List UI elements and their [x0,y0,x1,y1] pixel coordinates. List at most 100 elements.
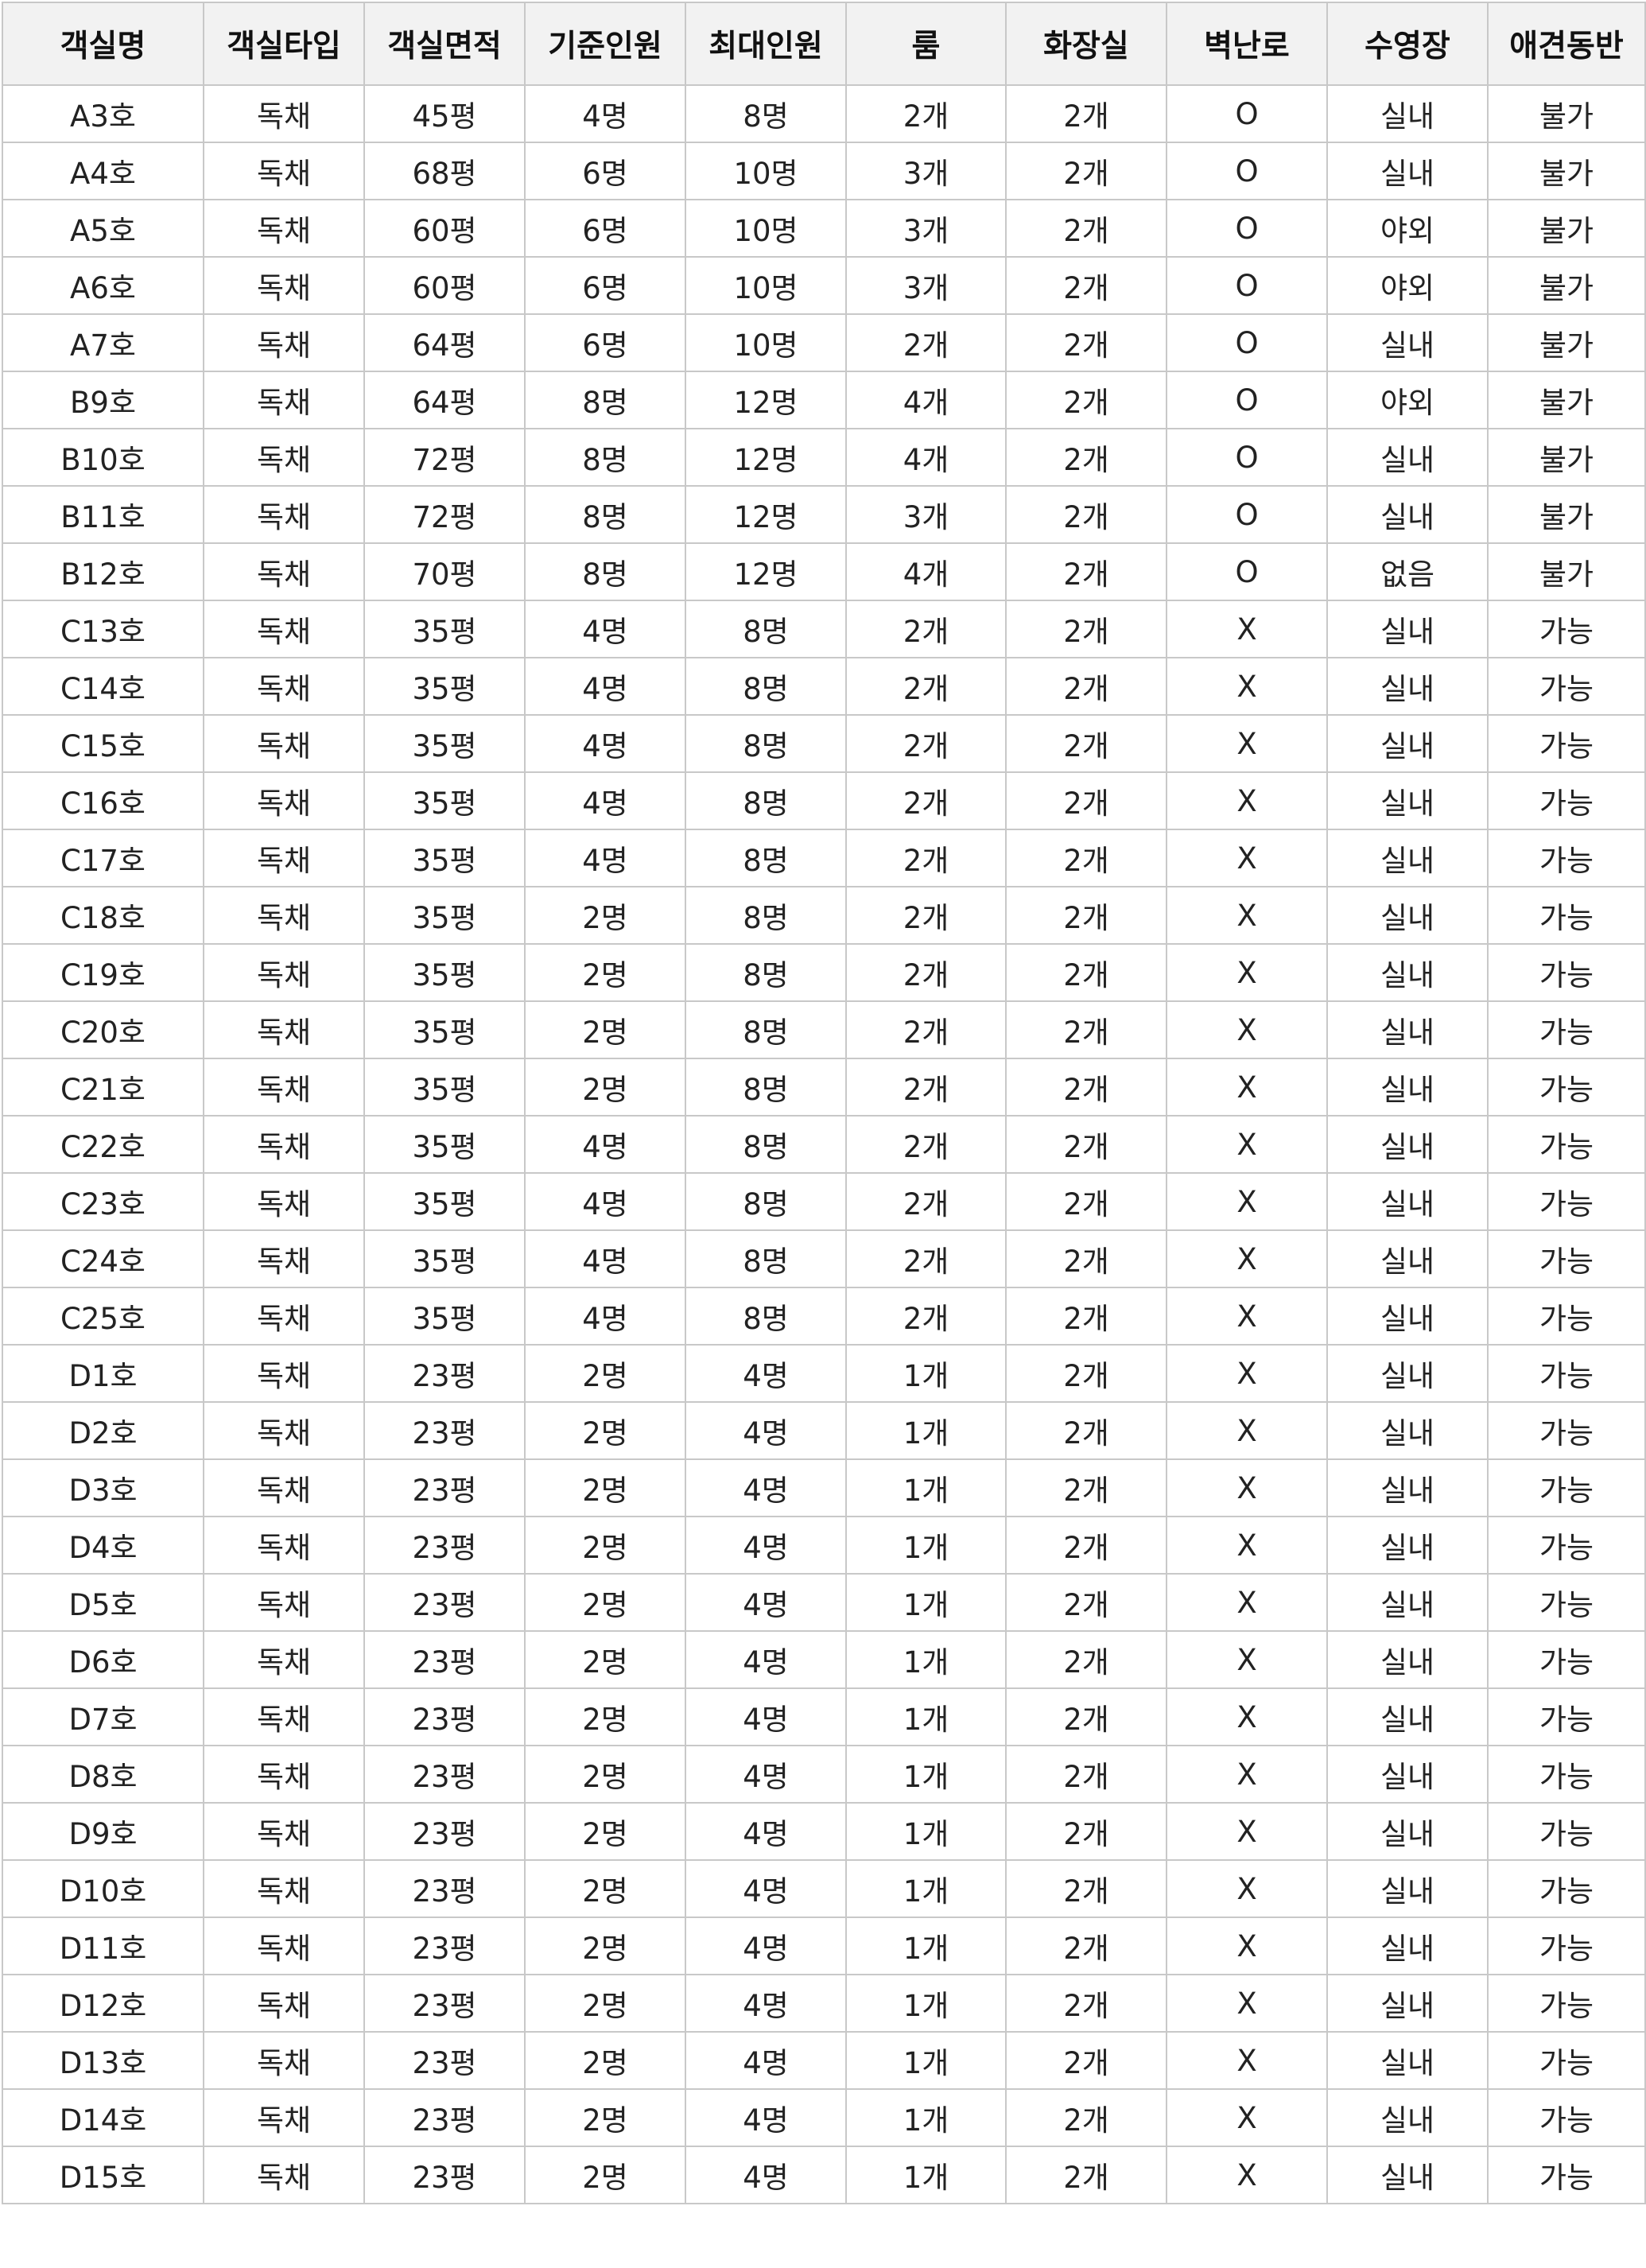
cell-room-name: C22호 [2,1115,204,1174]
cell-bathrooms: 2개 [1005,313,1167,372]
cell-room-name: D11호 [2,1917,204,1975]
cell-base-occupancy: 4명 [524,1115,686,1174]
cell-pet-allowed: 가능 [1487,1344,1646,1403]
cell-fireplace: X [1166,1229,1328,1288]
cell-room-name: A6호 [2,256,204,315]
cell-pool: 실내 [1326,657,1489,716]
cell-room-type: 독채 [203,371,365,429]
cell-pet-allowed: 가능 [1487,1401,1646,1460]
cell-room-name: A7호 [2,313,204,372]
cell-max-occupancy: 4명 [685,1458,847,1517]
column-header-rooms: 룸 [845,2,1007,86]
cell-rooms: 3개 [845,256,1007,315]
cell-bathrooms: 2개 [1005,714,1167,773]
cell-bathrooms: 2개 [1005,542,1167,601]
cell-bathrooms: 2개 [1005,1573,1167,1632]
cell-max-occupancy: 4명 [685,1859,847,1918]
cell-rooms: 2개 [845,943,1007,1002]
cell-room-name: C25호 [2,1287,204,1346]
cell-max-occupancy: 4명 [685,2146,847,2204]
cell-bathrooms: 2개 [1005,2146,1167,2204]
cell-pet-allowed: 가능 [1487,2031,1646,2090]
cell-fireplace: X [1166,600,1328,658]
cell-bathrooms: 2개 [1005,1000,1167,1059]
cell-bathrooms: 2개 [1005,1344,1167,1403]
cell-base-occupancy: 4명 [524,1287,686,1346]
cell-rooms: 2개 [845,1115,1007,1174]
cell-room-area: 23평 [363,1401,526,1460]
cell-max-occupancy: 8명 [685,829,847,887]
cell-fireplace: X [1166,1687,1328,1746]
cell-room-type: 독채 [203,1172,365,1231]
table-header: 객실명 객실타입 객실면적 기준인원 최대인원 룸 화장실 벽난로 수영장 애견동반 [2,2,1646,86]
cell-fireplace: X [1166,1573,1328,1632]
cell-room-area: 35평 [363,600,526,658]
cell-max-occupancy: 12명 [685,485,847,544]
cell-room-area: 23평 [363,1802,526,1861]
cell-max-occupancy: 8명 [685,1172,847,1231]
cell-room-name: D8호 [2,1745,204,1804]
cell-pet-allowed: 가능 [1487,1802,1646,1861]
cell-rooms: 2개 [845,600,1007,658]
cell-pool: 없음 [1326,542,1489,601]
cell-room-area: 23평 [363,2088,526,2147]
cell-room-type: 독채 [203,771,365,830]
cell-rooms: 4개 [845,371,1007,429]
cell-pet-allowed: 가능 [1487,1687,1646,1746]
table-row: C22호 독채 35평 4명 8명 2개 2개 X 실내 가능 [2,1115,1646,1174]
cell-pool: 야외 [1326,199,1489,258]
cell-bathrooms: 2개 [1005,657,1167,716]
cell-room-name: B11호 [2,485,204,544]
cell-room-area: 72평 [363,485,526,544]
cell-bathrooms: 2개 [1005,1974,1167,2033]
table-row: C16호 독채 35평 4명 8명 2개 2개 X 실내 가능 [2,771,1646,830]
cell-room-name: D3호 [2,1458,204,1517]
cell-max-occupancy: 4명 [685,1687,847,1746]
cell-bathrooms: 2개 [1005,1115,1167,1174]
table-row: D8호 독채 23평 2명 4명 1개 2개 X 실내 가능 [2,1745,1646,1804]
cell-base-occupancy: 2명 [524,1630,686,1689]
cell-fireplace: O [1166,428,1328,487]
cell-room-name: C21호 [2,1058,204,1117]
cell-pet-allowed: 가능 [1487,600,1646,658]
cell-rooms: 1개 [845,1630,1007,1689]
cell-pool: 실내 [1326,1573,1489,1632]
cell-room-area: 35평 [363,943,526,1002]
cell-room-area: 64평 [363,371,526,429]
cell-rooms: 2개 [845,1287,1007,1346]
cell-room-area: 23평 [363,1745,526,1804]
table-row: D11호 독채 23평 2명 4명 1개 2개 X 실내 가능 [2,1917,1646,1975]
table-row: C14호 독채 35평 4명 8명 2개 2개 X 실내 가능 [2,657,1646,716]
cell-rooms: 2개 [845,1172,1007,1231]
cell-base-occupancy: 2명 [524,1516,686,1575]
cell-pet-allowed: 불가 [1487,485,1646,544]
cell-pet-allowed: 가능 [1487,829,1646,887]
cell-base-occupancy: 8명 [524,485,686,544]
cell-fireplace: X [1166,1974,1328,2033]
table-row: C17호 독채 35평 4명 8명 2개 2개 X 실내 가능 [2,829,1646,887]
cell-pool: 야외 [1326,371,1489,429]
table-row: C19호 독채 35평 2명 8명 2개 2개 X 실내 가능 [2,943,1646,1002]
cell-base-occupancy: 4명 [524,714,686,773]
cell-room-name: C23호 [2,1172,204,1231]
column-header-room-name: 객실명 [2,2,204,86]
cell-fireplace: X [1166,771,1328,830]
cell-rooms: 2개 [845,1058,1007,1117]
cell-rooms: 1개 [845,1573,1007,1632]
cell-room-area: 35평 [363,1229,526,1288]
cell-fireplace: O [1166,313,1328,372]
cell-bathrooms: 2개 [1005,84,1167,143]
cell-room-area: 23평 [363,2031,526,2090]
cell-max-occupancy: 10명 [685,256,847,315]
cell-room-type: 독채 [203,829,365,887]
cell-base-occupancy: 8명 [524,371,686,429]
cell-base-occupancy: 6명 [524,142,686,200]
cell-bathrooms: 2개 [1005,1172,1167,1231]
cell-rooms: 2개 [845,313,1007,372]
cell-max-occupancy: 8명 [685,771,847,830]
cell-room-type: 독채 [203,1115,365,1174]
cell-pet-allowed: 가능 [1487,2146,1646,2204]
cell-pool: 실내 [1326,2031,1489,2090]
cell-bathrooms: 2개 [1005,1516,1167,1575]
cell-pool: 실내 [1326,771,1489,830]
